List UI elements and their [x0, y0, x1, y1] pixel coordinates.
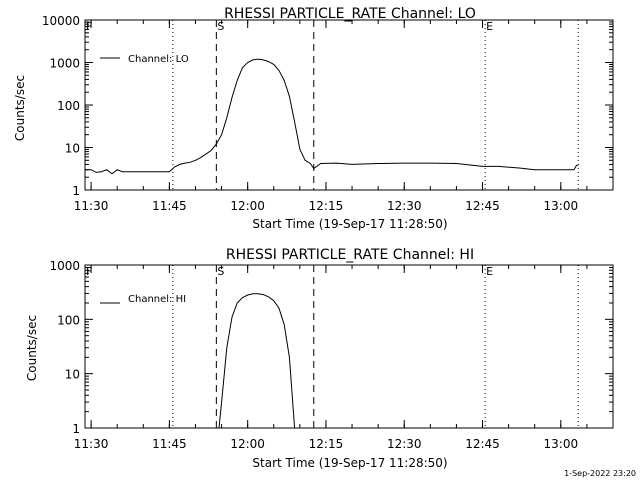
- series-line: [85, 58, 579, 175]
- panel-lo: RHESSI PARTICLE_RATE Channel: LO Counts/…: [13, 6, 614, 231]
- x-tick-label: 12:45: [465, 437, 500, 451]
- legend-label: Channel: HI: [128, 294, 186, 305]
- x-tick-label: 12:15: [309, 199, 344, 213]
- x-tick-label: 13:00: [544, 437, 579, 451]
- x-axis-label: Start Time (19-Sep-17 11:28:50): [252, 456, 447, 470]
- x-tick-label: 12:15: [309, 437, 344, 451]
- x-tick-label: 13:00: [544, 199, 579, 213]
- y-tick-label: 1000: [49, 57, 80, 71]
- x-tick-label: 11:30: [74, 199, 109, 213]
- x-tick-label: 11:45: [152, 199, 187, 213]
- y-axis-label: Counts/sec: [25, 315, 39, 381]
- chart-title: RHESSI PARTICLE_RATE Channel: HI: [226, 247, 474, 263]
- series-line: [218, 293, 296, 429]
- event-marker-label: E: [486, 265, 493, 278]
- date-stamp: 1-Sep-2022 23:20: [564, 469, 636, 478]
- event-marker-label: S: [217, 20, 224, 33]
- legend-label: Channel: LO: [128, 54, 189, 65]
- y-tick-label: 1000: [49, 259, 80, 273]
- x-tick-label: 12:45: [465, 199, 500, 213]
- y-tick-label: 10000: [42, 14, 80, 28]
- event-marker-label: F: [86, 265, 92, 278]
- y-tick-label: 100: [57, 99, 80, 113]
- y-tick-label: 10: [65, 142, 80, 156]
- y-tick-label: 1: [72, 422, 80, 436]
- y-tick-label: 1: [72, 184, 80, 198]
- event-marker-label: E: [486, 20, 493, 33]
- y-tick-label: 10: [65, 368, 80, 382]
- event-marker-label: F: [86, 20, 92, 33]
- x-tick-label: 12:00: [230, 437, 265, 451]
- x-axis-label: Start Time (19-Sep-17 11:28:50): [252, 217, 447, 231]
- x-tick-label: 11:45: [152, 437, 187, 451]
- event-marker-label: S: [217, 265, 224, 278]
- x-tick-label: 12:30: [387, 199, 422, 213]
- y-axis-label: Counts/sec: [13, 75, 27, 141]
- x-tick-label: 11:30: [74, 437, 109, 451]
- chart-title: RHESSI PARTICLE_RATE Channel: LO: [224, 6, 476, 22]
- plot-frame: [84, 264, 614, 429]
- x-tick-label: 12:00: [230, 199, 265, 213]
- y-tick-label: 100: [57, 313, 80, 327]
- x-tick-label: 12:30: [387, 437, 422, 451]
- panel-hi: RHESSI PARTICLE_RATE Channel: HI Counts/…: [25, 247, 614, 470]
